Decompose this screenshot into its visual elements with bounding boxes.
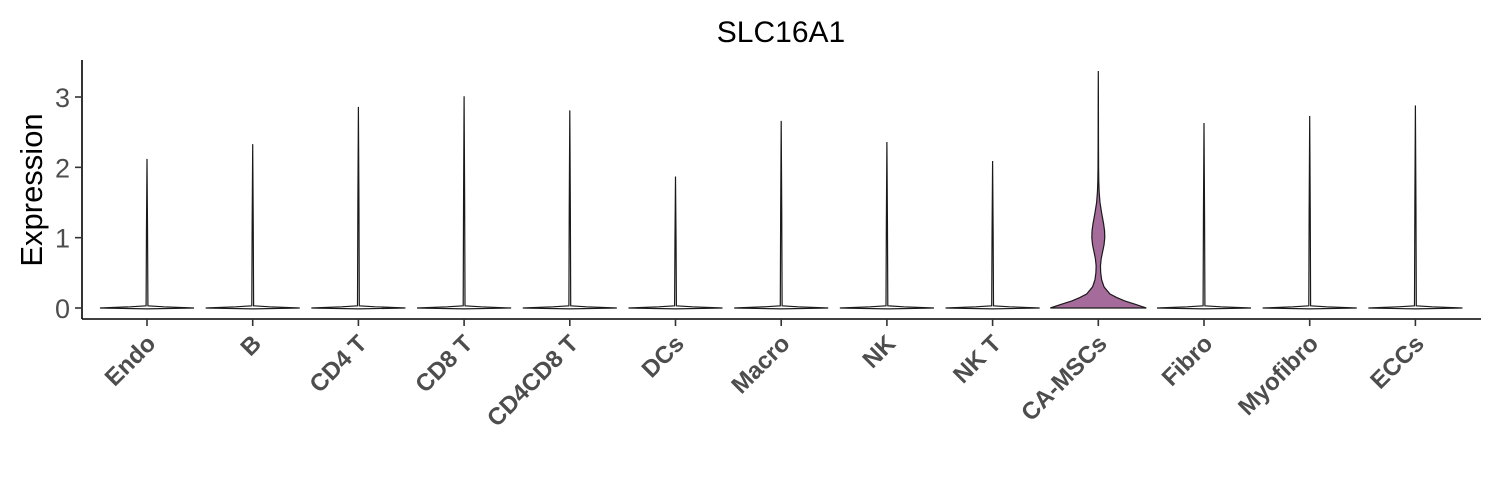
x-tick-label: Fibro [1157, 330, 1219, 392]
violin-cd4-t [311, 106, 406, 310]
x-tick-label: ECCs [1365, 330, 1429, 394]
violin-dcs [628, 176, 723, 310]
x-axis-ticks: Endo B CD4 T CD8 T CD4CD8 T DCs Macro NK NK T CA-… [100, 319, 1430, 432]
violin-endo [99, 158, 195, 310]
plot-area [99, 70, 1463, 310]
y-tick-label: 0 [55, 294, 70, 324]
violin-eccs [1368, 105, 1463, 310]
violin-nk [839, 142, 934, 310]
violin-fibro [1156, 123, 1252, 310]
x-tick-label: CD8 T [410, 330, 478, 398]
x-tick-label: CD4 T [305, 330, 373, 398]
violin-cd8-t [417, 96, 512, 310]
x-tick-label: Macro [726, 330, 795, 399]
x-tick-label: B [236, 330, 267, 361]
y-tick-label: 1 [55, 224, 70, 254]
y-axis-label: Expression [14, 113, 49, 266]
y-axis-ticks: 0 1 2 3 [55, 83, 82, 324]
violin-nk-t [945, 160, 1040, 310]
x-tick-label: Myofibro [1233, 330, 1324, 421]
violin-macro [734, 120, 829, 310]
x-tick-label: NK T [948, 330, 1007, 389]
x-tick-label: Endo [100, 330, 162, 392]
violin-myofibro [1262, 115, 1357, 310]
chart-title: SLC16A1 [717, 16, 845, 49]
x-tick-label: CA-MSCs [1016, 330, 1112, 426]
x-tick-label: NK [858, 330, 902, 374]
violin-ca-mscs [1050, 70, 1147, 309]
x-tick-label: DCs [637, 330, 690, 383]
violin-b [205, 144, 300, 310]
y-tick-label: 2 [55, 153, 70, 183]
x-tick-label: CD4CD8 T [482, 330, 584, 432]
y-tick-label: 3 [55, 83, 70, 113]
violin-cd4cd8-t [522, 110, 617, 310]
